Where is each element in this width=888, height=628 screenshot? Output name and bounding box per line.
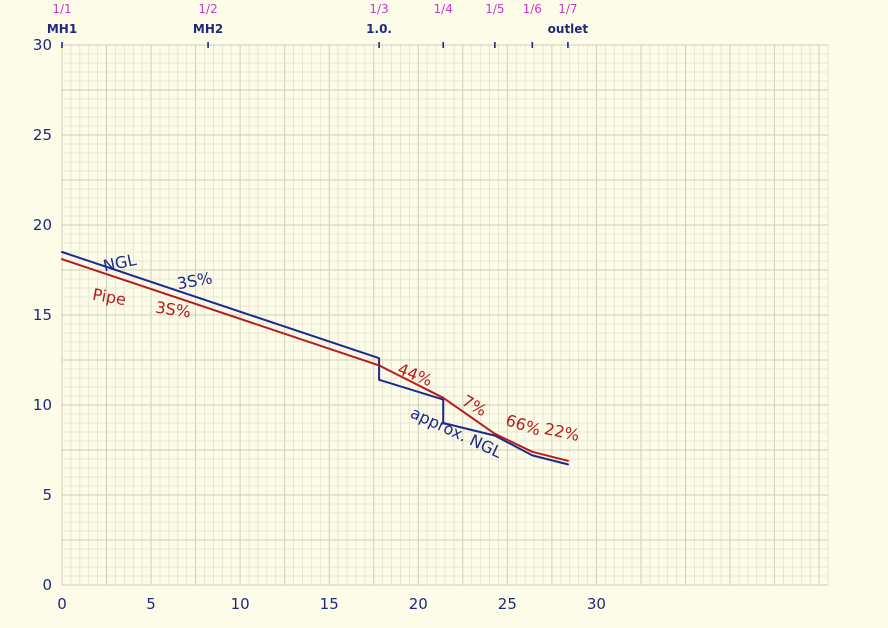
y-tick-label: 15	[33, 306, 52, 324]
station-number: 1/5	[485, 2, 504, 16]
x-tick-label: 30	[587, 595, 606, 613]
annotation-label: 3S%	[175, 268, 213, 293]
station-number: 1/6	[523, 2, 542, 16]
ngl-line	[61, 251, 569, 466]
y-tick-label: 25	[33, 126, 52, 144]
annotation-label: 7%	[459, 391, 490, 420]
station-label: outlet	[548, 22, 589, 36]
y-tick-label: 20	[33, 216, 52, 234]
station-label: MH1	[47, 22, 77, 36]
station-number: 1/1	[52, 2, 71, 16]
y-tick-label: 0	[42, 576, 52, 594]
station-number: 1/4	[434, 2, 453, 16]
annotation-label: 66%	[503, 410, 543, 439]
x-tick-label: 0	[57, 595, 67, 613]
station-number: 1/2	[198, 2, 217, 16]
annotation-label: approx. NGL	[408, 403, 505, 462]
pipe-line	[61, 258, 569, 462]
station-markers: 1/1 MH1 1/2 MH2 1/3 1.0. 1/4 1/5 1/6 1/7 outlet	[47, 2, 589, 48]
annotation-label: 3S%	[154, 298, 192, 322]
x-tick-label: 20	[409, 595, 428, 613]
x-tick-label: 15	[320, 595, 339, 613]
x-tick-label: 5	[146, 595, 156, 613]
y-tick-label: 5	[42, 486, 52, 504]
y-tick-label: 30	[33, 36, 52, 54]
x-tick-label: 25	[498, 595, 517, 613]
station-number: 1/3	[369, 2, 388, 16]
grid	[61, 44, 829, 586]
station-label: MH2	[193, 22, 223, 36]
x-tick-label: 10	[231, 595, 250, 613]
station-label: 1.0.	[366, 22, 392, 36]
y-tick-label: 10	[33, 396, 52, 414]
series-lines	[61, 251, 569, 466]
axes: 0 5 10 15 20 25 30 0 5 10 15 20 25 30	[33, 36, 606, 613]
station-number: 1/7	[558, 2, 577, 16]
